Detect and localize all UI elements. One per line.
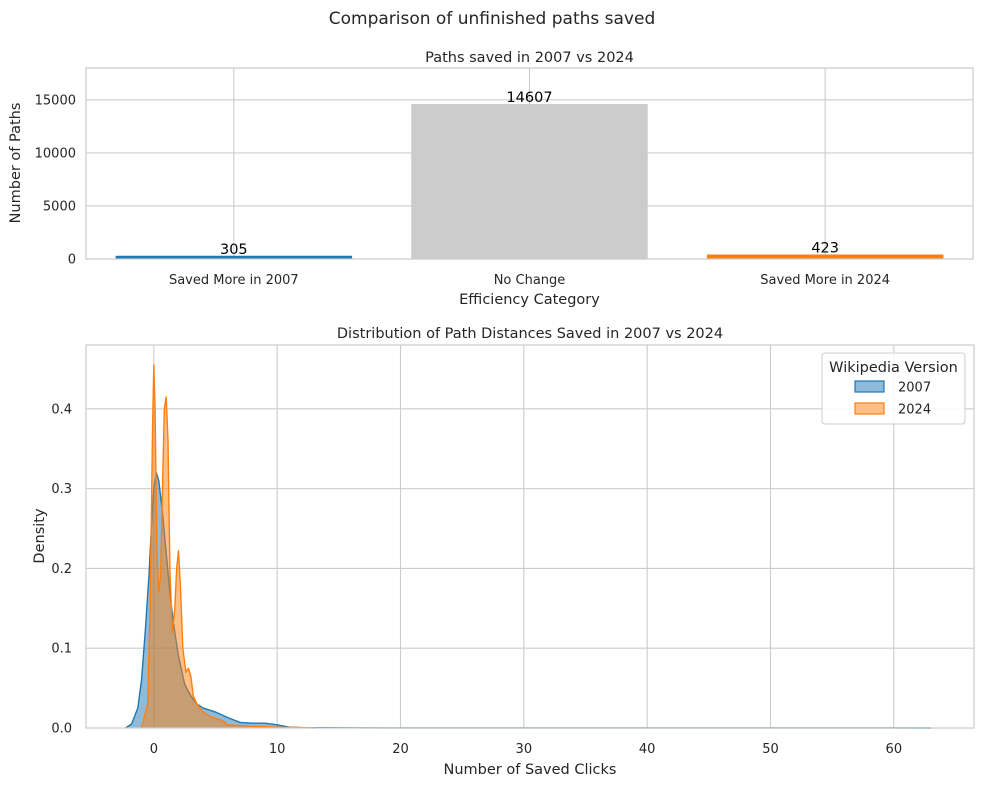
bar-chart-xlabel: Efficiency Category bbox=[459, 292, 600, 308]
bar-chart-xtick-label: Saved More in 2024 bbox=[760, 273, 890, 288]
density-area-2024 bbox=[141, 364, 315, 728]
figure-suptitle: Comparison of unfinished paths saved bbox=[329, 9, 656, 29]
bar-chart: Paths saved in 2007 vs 2024 Number of Pa… bbox=[8, 50, 974, 308]
density-chart-areas bbox=[125, 364, 931, 729]
density-line-2007 bbox=[125, 471, 931, 729]
density-chart-xtick-label: 50 bbox=[762, 742, 779, 757]
density-chart-ytick-label: 0.3 bbox=[51, 482, 72, 497]
bar-chart-bars bbox=[115, 104, 944, 259]
legend-title: Wikipedia Version bbox=[829, 360, 958, 376]
density-chart: Distribution of Path Distances Saved in … bbox=[32, 326, 975, 778]
density-chart-title: Distribution of Path Distances Saved in … bbox=[337, 326, 723, 342]
bar-chart-ylabel: Number of Paths bbox=[8, 103, 24, 224]
density-chart-ylabel: Density bbox=[32, 508, 48, 564]
bar-value-label: 305 bbox=[220, 242, 248, 258]
density-chart-xtick-label: 20 bbox=[392, 742, 409, 757]
bar-chart-ytick-label: 10000 bbox=[35, 146, 76, 161]
bar bbox=[411, 104, 648, 259]
density-chart-ytick-label: 0.0 bbox=[51, 722, 72, 737]
legend-patch-2007 bbox=[854, 380, 885, 393]
density-chart-ticks: 0 10 20 30 40 50 60 0.0 0.1 0.2 0.3 0.4 bbox=[51, 402, 902, 757]
density-chart-ytick-label: 0.4 bbox=[51, 402, 72, 417]
density-chart-frame bbox=[85, 344, 975, 729]
bar-chart-ticks: 0 5000 10000 15000 Saved More in 2007 No Chan… bbox=[35, 93, 890, 288]
bar bbox=[115, 255, 353, 259]
bar-chart-ytick-label: 15000 bbox=[35, 93, 76, 108]
density-chart-xlabel: Number of Saved Clicks bbox=[444, 762, 617, 778]
density-chart-xtick-label: 40 bbox=[639, 742, 656, 757]
bar-chart-bar-labels: 305 14607 423 bbox=[220, 90, 839, 258]
bar-chart-title: Paths saved in 2007 vs 2024 bbox=[425, 50, 634, 66]
legend-label-2024: 2024 bbox=[898, 403, 931, 418]
density-chart-ytick-label: 0.2 bbox=[51, 562, 72, 577]
density-chart-xtick-label: 0 bbox=[150, 742, 158, 757]
density-area-2007 bbox=[125, 472, 931, 728]
legend: Wikipedia Version 2007 2024 bbox=[821, 352, 966, 425]
legend-patch-2024 bbox=[854, 402, 885, 415]
bar bbox=[706, 254, 944, 259]
density-chart-xtick-label: 30 bbox=[516, 742, 533, 757]
density-line-2024 bbox=[140, 364, 315, 729]
bar-chart-ytick-label: 5000 bbox=[43, 199, 76, 214]
bar-value-label: 423 bbox=[811, 241, 839, 257]
density-chart-xtick-label: 10 bbox=[269, 742, 286, 757]
legend-label-2007: 2007 bbox=[898, 381, 931, 396]
bar-chart-xtick-label: No Change bbox=[494, 273, 566, 288]
density-chart-ytick-label: 0.1 bbox=[51, 642, 72, 657]
bar-chart-ytick-label: 0 bbox=[68, 253, 76, 268]
bar-chart-xtick-label: Saved More in 2007 bbox=[169, 273, 299, 288]
bar-chart-frame bbox=[85, 67, 974, 260]
bar-value-label: 14607 bbox=[506, 90, 552, 106]
density-chart-xtick-label: 60 bbox=[886, 742, 903, 757]
